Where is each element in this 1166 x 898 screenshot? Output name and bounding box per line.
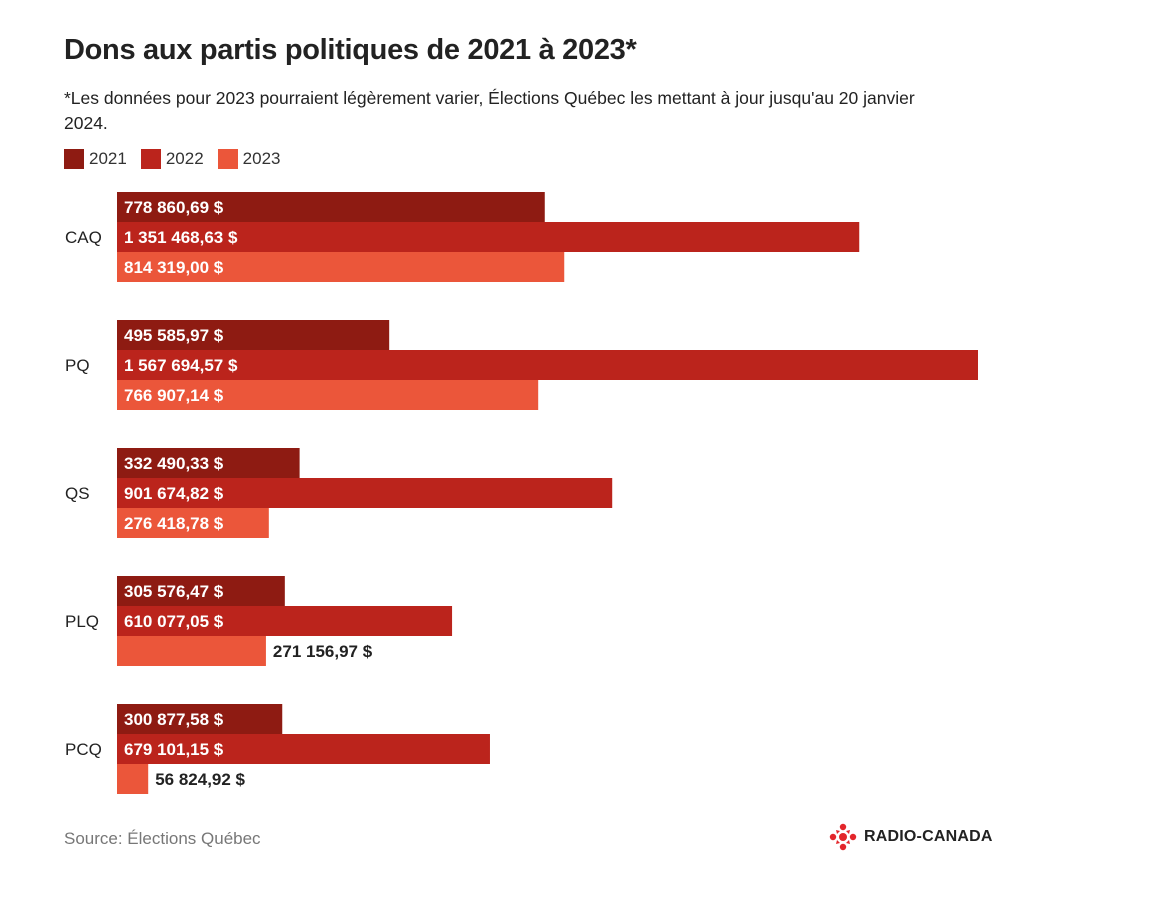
radio-canada-gem-icon — [829, 823, 857, 851]
category-label-plq: PLQ — [65, 612, 99, 631]
category-label-pq: PQ — [65, 356, 90, 375]
legend-item-2023: 2023 — [217, 149, 281, 169]
bar-pcq-2023 — [117, 764, 149, 794]
bar-value-label-pq-2021: 495 585,97 $ — [124, 326, 224, 345]
bar-value-label-plq-2023: 271 156,97 $ — [273, 642, 373, 661]
bar-value-label-plq-2022: 610 077,05 $ — [124, 612, 224, 631]
bar-qs-2023 — [117, 508, 269, 538]
bar-pq-2021 — [117, 320, 390, 350]
bar-value-label-qs-2021: 332 490,33 $ — [124, 454, 224, 473]
category-label-caq: CAQ — [65, 228, 102, 247]
bar-caq-2022 — [117, 222, 860, 252]
legend-swatch-2021 — [64, 149, 84, 169]
bar-pq-2022 — [117, 350, 978, 380]
legend: 2021 2022 2023 — [64, 149, 280, 169]
legend-label-2023: 2023 — [242, 149, 281, 168]
bar-qs-2021 — [117, 448, 300, 478]
bar-pq-2023 — [117, 380, 539, 410]
legend-swatch-2022 — [140, 149, 161, 169]
bar-value-label-pcq-2022: 679 101,15 $ — [124, 740, 224, 759]
bar-caq-2023 — [117, 252, 565, 282]
category-label-qs: QS — [65, 484, 90, 503]
bar-value-label-caq-2021: 778 860,69 $ — [124, 198, 224, 217]
chart-subtitle: *Les données pour 2023 pourraient légère… — [64, 88, 915, 133]
chart-title: Dons aux partis politiques de 2021 à 202… — [64, 34, 637, 66]
bar-pcq-2021 — [117, 704, 283, 734]
bar-value-label-qs-2022: 901 674,82 $ — [124, 484, 224, 503]
bar-value-label-caq-2022: 1 351 468,63 $ — [124, 228, 238, 247]
radio-canada-logo: RADIO-CANADA — [828, 822, 993, 852]
category-label-pcq: PCQ — [65, 740, 102, 759]
bar-plq-2022 — [117, 606, 453, 636]
legend-label-2021: 2021 — [89, 149, 127, 168]
bar-plq-2023 — [117, 636, 266, 666]
bar-value-label-pq-2023: 766 907,14 $ — [124, 386, 224, 405]
bar-qs-2022 — [117, 478, 613, 508]
source-note: Source: Élections Québec — [64, 829, 261, 848]
bar-plq-2021 — [117, 576, 285, 606]
bar-value-label-caq-2023: 814 319,00 $ — [124, 258, 224, 277]
legend-label-2022: 2022 — [165, 149, 204, 168]
legend-item-2022: 2022 — [140, 149, 204, 169]
bar-value-label-plq-2021: 305 576,47 $ — [124, 582, 224, 601]
bar-value-label-qs-2023: 276 418,78 $ — [124, 514, 224, 533]
legend-swatch-2023 — [217, 149, 238, 169]
brand-name: RADIO-CANADA — [864, 828, 993, 845]
bar-pcq-2022 — [117, 734, 490, 764]
bar-value-label-pcq-2021: 300 877,58 $ — [124, 710, 224, 729]
bar-caq-2021 — [117, 192, 545, 222]
bar-value-label-pq-2022: 1 567 694,57 $ — [124, 356, 238, 375]
legend-item-2021: 2021 — [64, 149, 127, 169]
bar-value-label-pcq-2023: 56 824,92 $ — [155, 770, 245, 789]
